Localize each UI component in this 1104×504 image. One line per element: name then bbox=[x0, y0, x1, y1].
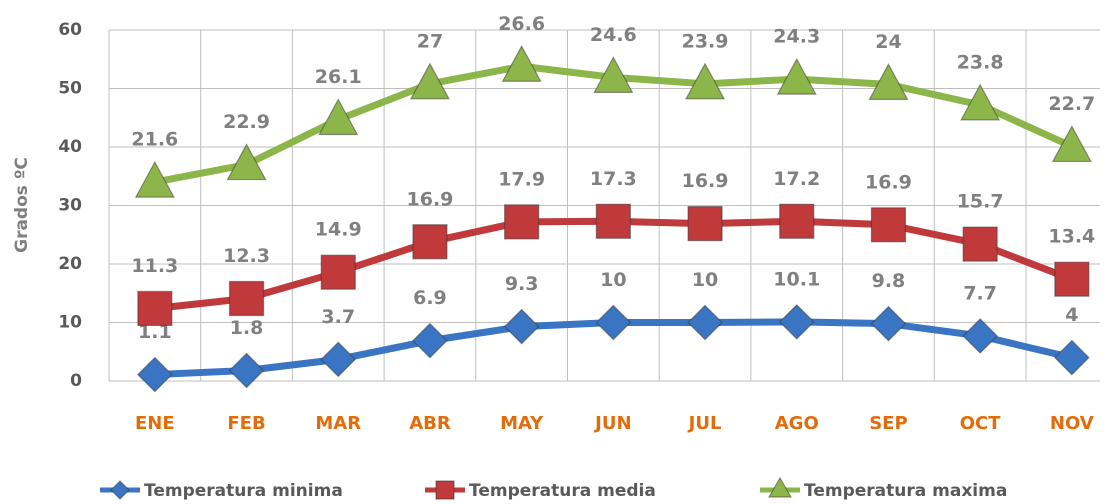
x-tick-label: ABR bbox=[409, 413, 451, 434]
data-label: 14.9 bbox=[315, 219, 362, 241]
data-label: 22.9 bbox=[223, 111, 270, 133]
x-tick-label: MAR bbox=[315, 413, 361, 434]
y-tick-label: 40 bbox=[58, 137, 82, 157]
point-marker bbox=[776, 57, 817, 95]
data-label: 17.9 bbox=[498, 168, 545, 190]
data-label: 13.4 bbox=[1048, 226, 1095, 248]
data-label: 6.9 bbox=[413, 287, 447, 309]
point-marker bbox=[960, 83, 1001, 121]
point-marker bbox=[962, 226, 998, 262]
point-marker bbox=[687, 206, 723, 242]
data-label: 24 bbox=[875, 31, 901, 53]
legend-marker bbox=[435, 480, 455, 500]
y-axis-label: Grados ºC bbox=[12, 157, 32, 253]
data-label: 24.3 bbox=[773, 26, 820, 48]
data-label: 23.9 bbox=[682, 30, 729, 52]
data-label: 16.9 bbox=[407, 188, 454, 210]
x-tick-label: NOV bbox=[1050, 413, 1094, 434]
point-marker bbox=[779, 203, 815, 239]
data-label: 10.1 bbox=[773, 268, 820, 290]
legend-marker bbox=[767, 476, 793, 498]
point-marker bbox=[595, 304, 632, 341]
y-tick-label: 20 bbox=[58, 254, 82, 274]
point-marker bbox=[134, 160, 175, 198]
point-marker bbox=[962, 318, 998, 354]
legend-marker bbox=[110, 480, 130, 500]
point-marker bbox=[137, 290, 173, 327]
data-label: 21.6 bbox=[131, 129, 178, 151]
data-label: 16.9 bbox=[865, 171, 912, 193]
point-marker bbox=[137, 356, 173, 393]
x-tick-label: JUN bbox=[593, 413, 631, 434]
point-marker bbox=[318, 98, 359, 136]
point-marker bbox=[226, 143, 267, 181]
point-marker bbox=[870, 207, 907, 243]
data-label: 9.8 bbox=[872, 270, 906, 292]
x-tick-label: JUL bbox=[687, 413, 722, 434]
data-label: 11.3 bbox=[131, 255, 178, 277]
point-marker bbox=[1051, 125, 1092, 163]
data-label: 3.7 bbox=[321, 306, 355, 328]
point-marker bbox=[320, 341, 357, 378]
data-label: 7.7 bbox=[963, 282, 997, 304]
data-label: 23.8 bbox=[957, 51, 1004, 73]
point-marker bbox=[1054, 339, 1090, 376]
data-label: 24.6 bbox=[590, 24, 637, 46]
data-label: 1.1 bbox=[138, 321, 172, 343]
data-label: 17.2 bbox=[773, 168, 820, 190]
point-marker bbox=[501, 45, 542, 82]
x-tick-label: AGO bbox=[775, 413, 819, 434]
x-tick-label: MAY bbox=[500, 413, 544, 434]
data-label: 12.3 bbox=[223, 245, 270, 267]
point-marker bbox=[412, 224, 448, 260]
x-tick-label: ENE bbox=[135, 413, 175, 434]
point-marker bbox=[685, 62, 726, 100]
data-label: 22.7 bbox=[1048, 93, 1095, 115]
point-marker bbox=[409, 62, 450, 100]
data-label: 17.3 bbox=[590, 168, 637, 190]
data-label: 1.8 bbox=[230, 317, 264, 339]
y-tick-label: 0 bbox=[70, 371, 82, 391]
point-marker bbox=[320, 254, 356, 290]
point-marker bbox=[868, 63, 909, 101]
legend-label: Temperatura minima bbox=[144, 481, 343, 501]
data-label: 27 bbox=[417, 30, 443, 52]
y-tick-label: 60 bbox=[58, 20, 82, 40]
point-marker bbox=[593, 56, 634, 93]
data-label: 26.6 bbox=[498, 13, 545, 35]
point-marker bbox=[228, 280, 265, 317]
point-marker bbox=[228, 352, 265, 389]
x-tick-label: FEB bbox=[227, 413, 265, 434]
point-marker bbox=[504, 204, 540, 240]
point-marker bbox=[778, 304, 815, 340]
y-tick-label: 10 bbox=[58, 313, 82, 333]
point-marker bbox=[870, 305, 907, 342]
y-tick-label: 50 bbox=[58, 79, 82, 99]
data-label: 15.7 bbox=[957, 191, 1004, 213]
data-label: 16.9 bbox=[682, 170, 729, 192]
y-tick-label: 30 bbox=[58, 196, 82, 216]
data-label: 10 bbox=[692, 269, 718, 291]
point-marker bbox=[412, 322, 448, 359]
data-label: 26.1 bbox=[315, 66, 362, 88]
x-tick-label: OCT bbox=[960, 413, 1002, 434]
data-label: 10 bbox=[600, 269, 626, 291]
point-marker bbox=[503, 308, 540, 345]
data-label: 4 bbox=[1065, 304, 1078, 326]
point-marker bbox=[595, 203, 631, 239]
legend-label: Temperatura maxima bbox=[804, 481, 1007, 501]
data-label: 9.3 bbox=[505, 273, 539, 295]
x-tick-label: SEP bbox=[869, 413, 907, 434]
point-marker bbox=[1054, 261, 1090, 297]
point-marker bbox=[687, 304, 723, 341]
legend-label: Temperatura media bbox=[469, 481, 656, 501]
